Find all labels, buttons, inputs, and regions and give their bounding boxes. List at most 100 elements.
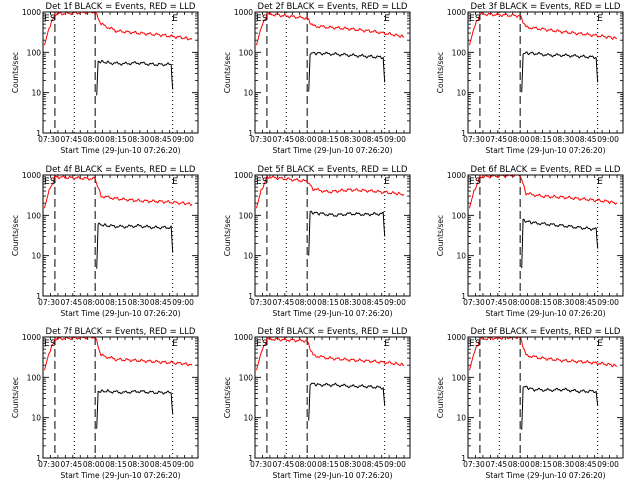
detector-panel-1: Det 1f BLACK = Events, RED = LLD Counts/s… (11, 2, 199, 155)
detector-panel-9: Det 9f BLACK = Events, RED = LLD Counts/s… (436, 327, 624, 480)
x-tick-label: 08:15 (317, 460, 339, 469)
y-tick-label: 10 (31, 252, 41, 261)
event-marker-label: S (262, 339, 268, 349)
x-tick-label: 08:45 (362, 460, 384, 469)
event-marker-label: E (384, 14, 390, 24)
y-tick-label: 10 (31, 89, 41, 98)
x-tick-label: 07:30 (250, 298, 272, 307)
x-axis-label: Start Time (29-Jun-10 07:26:20) (486, 309, 606, 318)
event-marker-label: S (262, 177, 268, 187)
x-tick-label: 07:30 (38, 135, 60, 144)
x-tick-label: 08:00 (83, 460, 105, 469)
event-marker-label: E (469, 14, 475, 24)
plot-frame (467, 336, 624, 459)
panel-title: Det 6f BLACK = Events, RED = LLD (471, 165, 621, 175)
x-tick-label: 08:30 (553, 460, 575, 469)
x-tick-label: 09:00 (384, 298, 406, 307)
x-tick-label: 08:45 (575, 460, 597, 469)
event-marker-label: E (597, 177, 603, 187)
y-tick-label: 1000 (234, 333, 253, 342)
x-tick-label: 08:30 (128, 298, 150, 307)
x-tick-label: 07:45 (61, 298, 83, 307)
x-tick-label: 09:00 (597, 298, 619, 307)
x-tick-label: 08:30 (553, 135, 575, 144)
x-tick-label: 07:30 (463, 460, 485, 469)
x-axis-label: Start Time (29-Jun-10 07:26:20) (61, 471, 181, 480)
events-series-line (96, 388, 174, 429)
x-tick-label: 08:30 (128, 460, 150, 469)
lld-series-line (469, 11, 618, 46)
x-tick-label: 08:30 (340, 460, 362, 469)
y-tick-label: 100 (27, 373, 42, 382)
x-tick-label: 08:00 (83, 298, 105, 307)
events-series-line (308, 51, 386, 92)
plot-frame (467, 174, 624, 297)
lld-series-line (44, 174, 193, 209)
plot-frame (254, 336, 411, 459)
lld-series-line (469, 174, 618, 209)
x-tick-label: 08:15 (105, 135, 127, 144)
event-marker-label: E (172, 177, 178, 187)
x-tick-label: 07:45 (273, 298, 295, 307)
x-tick-label: 09:00 (172, 460, 194, 469)
x-tick-label: 09:00 (597, 460, 619, 469)
y-axis-label: Counts/sec (11, 215, 20, 256)
x-tick-label: 09:00 (384, 135, 406, 144)
plot-frame (254, 11, 411, 134)
x-tick-label: 07:30 (38, 460, 60, 469)
y-tick-label: 100 (452, 48, 467, 57)
x-tick-label: 08:15 (530, 135, 552, 144)
x-tick-label: 07:45 (486, 460, 508, 469)
events-series-line (308, 210, 386, 256)
y-tick-label: 100 (27, 48, 42, 57)
y-tick-label: 1000 (22, 333, 41, 342)
lld-series-line (256, 11, 405, 46)
y-tick-label: 1000 (22, 8, 41, 17)
x-tick-label: 08:30 (128, 135, 150, 144)
y-tick-label: 10 (456, 252, 466, 261)
detector-panel-5: Det 5f BLACK = Events, RED = LLD Counts/s… (223, 165, 411, 318)
event-marker-label: E (384, 339, 390, 349)
x-axis-label: Start Time (29-Jun-10 07:26:20) (61, 146, 181, 155)
x-tick-label: 07:30 (463, 135, 485, 144)
y-tick-label: 1000 (234, 8, 253, 17)
x-axis-label: Start Time (29-Jun-10 07:26:20) (273, 471, 393, 480)
x-tick-label: 09:00 (597, 135, 619, 144)
y-axis-label: Counts/sec (223, 52, 232, 93)
x-tick-label: 08:45 (150, 298, 172, 307)
plot-frame (467, 11, 624, 134)
plot-frame (42, 336, 199, 459)
panel-title: Det 5f BLACK = Events, RED = LLD (258, 165, 408, 175)
event-marker-label: E (256, 339, 262, 349)
x-tick-label: 08:45 (150, 460, 172, 469)
y-tick-label: 1 (248, 292, 253, 301)
x-tick-label: 08:00 (295, 460, 317, 469)
y-tick-label: 1 (461, 292, 466, 301)
events-series-line (521, 385, 599, 430)
y-tick-label: 100 (27, 211, 42, 220)
panel-title: Det 8f BLACK = Events, RED = LLD (258, 327, 408, 337)
x-tick-label: 07:30 (463, 298, 485, 307)
panel-title: Det 2f BLACK = Events, RED = LLD (258, 2, 408, 12)
events-series-line (96, 222, 174, 269)
y-tick-label: 1000 (22, 171, 41, 180)
y-axis-label: Counts/sec (11, 377, 20, 418)
x-tick-label: 08:00 (508, 135, 530, 144)
event-marker-label: S (50, 339, 56, 349)
x-tick-label: 08:15 (105, 298, 127, 307)
lld-series-line (256, 336, 405, 371)
y-axis-label: Counts/sec (223, 215, 232, 256)
x-tick-label: 07:45 (486, 298, 508, 307)
event-marker-label: S (50, 177, 56, 187)
x-tick-label: 08:00 (508, 460, 530, 469)
x-tick-label: 07:30 (250, 460, 272, 469)
y-tick-label: 10 (31, 414, 41, 423)
y-tick-label: 100 (239, 373, 254, 382)
x-axis-label: Start Time (29-Jun-10 07:26:20) (273, 146, 393, 155)
detector-panel-6: Det 6f BLACK = Events, RED = LLD Counts/s… (436, 165, 624, 318)
panel-title: Det 9f BLACK = Events, RED = LLD (471, 327, 621, 337)
y-tick-label: 1000 (447, 333, 466, 342)
x-tick-label: 07:30 (250, 135, 272, 144)
y-tick-label: 1000 (234, 171, 253, 180)
